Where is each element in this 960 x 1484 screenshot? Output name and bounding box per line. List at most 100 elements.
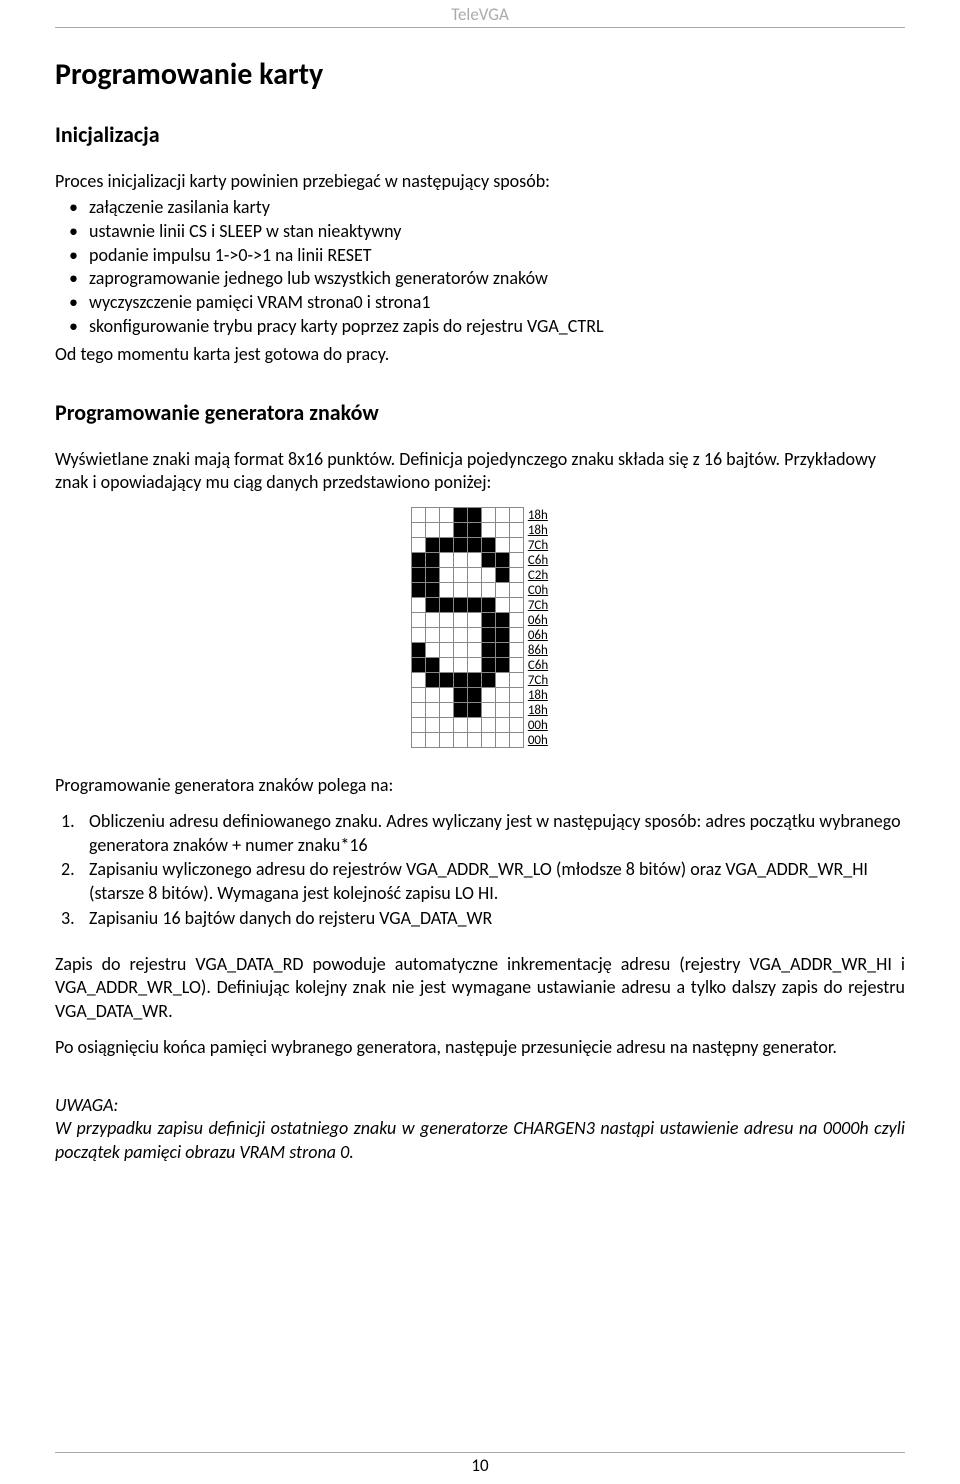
glyph-cell <box>453 598 467 613</box>
glyph-cell <box>467 523 481 538</box>
glyph-cell <box>439 598 453 613</box>
glyph-cell <box>425 538 439 553</box>
glyph-cell <box>411 643 425 658</box>
glyph-cell <box>481 553 495 568</box>
chargen-para4: Po osiągnięciu końca pamięci wybranego g… <box>55 1036 905 1060</box>
init-bullet-item: zaprogramowanie jednego lub wszystkich g… <box>89 267 905 291</box>
glyph-cell <box>439 583 453 598</box>
glyph-cell <box>481 673 495 688</box>
glyph-cell <box>481 568 495 583</box>
glyph-cell <box>439 613 453 628</box>
glyph-cell <box>481 628 495 643</box>
glyph-cell <box>481 718 495 733</box>
chargen-para3: Zapis do rejestru VGA_DATA_RD powoduje a… <box>55 953 905 1024</box>
glyph-cell <box>453 673 467 688</box>
glyph-cell <box>495 553 509 568</box>
init-bullet-item: skonfigurowanie trybu pracy karty poprze… <box>89 315 905 339</box>
glyph-cell <box>467 628 481 643</box>
glyph-hex-label: 06h <box>523 628 548 643</box>
glyph-cell <box>425 688 439 703</box>
init-bullet-item: załączenie zasilania karty <box>89 196 905 220</box>
glyph-cell <box>439 628 453 643</box>
glyph-cell <box>467 643 481 658</box>
glyph-cell <box>481 508 495 523</box>
glyph-cell <box>453 688 467 703</box>
glyph-cell <box>453 643 467 658</box>
glyph-cell <box>439 688 453 703</box>
glyph-cell <box>411 703 425 718</box>
glyph-cell <box>509 568 523 583</box>
init-bullet-list: załączenie zasilania kartyustawnie linii… <box>55 196 905 339</box>
glyph-cell <box>495 568 509 583</box>
chargen-steps-list: 1.Obliczeniu adresu definiowanego znaku.… <box>55 810 905 931</box>
glyph-cell <box>411 688 425 703</box>
glyph-cell <box>467 508 481 523</box>
step-number: 3. <box>61 907 75 931</box>
glyph-cell <box>425 523 439 538</box>
glyph-cell <box>509 598 523 613</box>
glyph-cell <box>453 583 467 598</box>
section-heading-chargen: Programowanie generatora znaków <box>55 399 905 426</box>
glyph-cell <box>425 568 439 583</box>
glyph-cell <box>425 583 439 598</box>
glyph-cell <box>425 643 439 658</box>
glyph-cell <box>439 568 453 583</box>
glyph-cell <box>509 613 523 628</box>
glyph-cell <box>411 538 425 553</box>
glyph-cell <box>495 508 509 523</box>
note-body: W przypadku zapisu definicji ostatniego … <box>55 1117 905 1165</box>
glyph-cell <box>411 598 425 613</box>
glyph-cell <box>467 553 481 568</box>
glyph-cell <box>467 538 481 553</box>
glyph-cell <box>425 508 439 523</box>
glyph-cell <box>439 643 453 658</box>
glyph-cell <box>467 583 481 598</box>
glyph-cell <box>509 583 523 598</box>
glyph-cell <box>453 538 467 553</box>
glyph-cell <box>439 673 453 688</box>
glyph-cell <box>495 628 509 643</box>
glyph-cell <box>509 643 523 658</box>
glyph-cell <box>453 703 467 718</box>
glyph-cell <box>439 733 453 748</box>
glyph-cell <box>453 733 467 748</box>
glyph-cell <box>411 733 425 748</box>
glyph-cell <box>453 613 467 628</box>
glyph-cell <box>495 658 509 673</box>
glyph-cell <box>509 553 523 568</box>
glyph-cell <box>495 538 509 553</box>
glyph-cell <box>411 553 425 568</box>
page-title: Programowanie karty <box>55 56 905 93</box>
glyph-cell <box>453 658 467 673</box>
init-intro: Proces inicjalizacji karty powinien prze… <box>55 170 905 192</box>
glyph-hex-label: C6h <box>523 553 548 568</box>
glyph-cell <box>425 658 439 673</box>
glyph-cell <box>425 673 439 688</box>
glyph-hex-label: 00h <box>523 733 548 748</box>
glyph-table: 18h18h7ChC6hC2hC0h7Ch06h06h86hC6h7Ch18h1… <box>411 507 549 748</box>
glyph-cell <box>509 673 523 688</box>
chargen-step-item: 3.Zapisaniu 16 bajtów danych do rejsteru… <box>89 907 905 931</box>
glyph-cell <box>481 523 495 538</box>
glyph-cell <box>439 718 453 733</box>
init-bullet-item: podanie impulsu 1->0->1 na linii RESET <box>89 244 905 268</box>
init-bullet-item: ustawnie linii CS i SLEEP w stan nieakty… <box>89 220 905 244</box>
glyph-cell <box>481 688 495 703</box>
glyph-cell <box>467 568 481 583</box>
glyph-cell <box>411 628 425 643</box>
glyph-cell <box>509 508 523 523</box>
chargen-step-item: 1.Obliczeniu adresu definiowanego znaku.… <box>89 810 905 858</box>
glyph-cell <box>453 628 467 643</box>
glyph-cell <box>411 508 425 523</box>
glyph-cell <box>453 553 467 568</box>
glyph-cell <box>425 598 439 613</box>
section-heading-init: Inicjalizacja <box>55 121 905 148</box>
glyph-cell <box>481 613 495 628</box>
glyph-cell <box>453 568 467 583</box>
glyph-cell <box>411 658 425 673</box>
glyph-cell <box>453 508 467 523</box>
glyph-cell <box>439 538 453 553</box>
glyph-cell <box>411 523 425 538</box>
page-header: TeleVGA <box>55 0 905 28</box>
glyph-cell <box>495 598 509 613</box>
